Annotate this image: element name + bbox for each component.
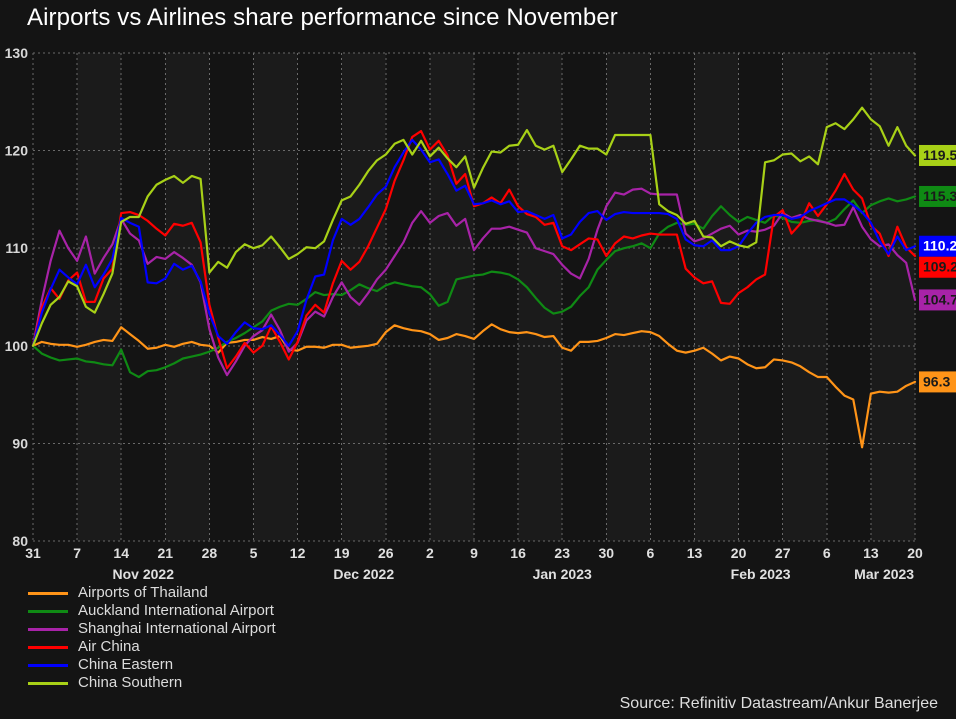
x-axis-tick-label: 2 <box>426 545 434 561</box>
data-series-group <box>31 106 917 449</box>
x-axis-tick-label: 21 <box>158 545 174 561</box>
series-line-shanghai-international-airport <box>31 187 917 377</box>
legend-label: Shanghai International Airport <box>78 620 276 637</box>
x-axis-tick-label: 26 <box>378 545 394 561</box>
alternating-bands <box>77 53 915 541</box>
end-value-label-auckland-international-airport: 115.3 <box>919 185 956 207</box>
end-value-text: 119.5 <box>923 147 956 163</box>
vertical-gridlines <box>32 53 916 541</box>
x-axis-month-label: Jan 2023 <box>533 566 592 580</box>
legend-label: Auckland International Airport <box>78 602 274 619</box>
end-value-badge <box>919 185 956 207</box>
x-axis-month-label: Feb 2023 <box>731 566 791 580</box>
series-line-china-eastern <box>31 138 917 347</box>
x-axis-tick-label: 19 <box>334 545 350 561</box>
x-axis-tick-label: 13 <box>687 545 703 561</box>
x-axis-tick-label: 9 <box>470 545 478 561</box>
page-title: Airports vs Airlines share performance s… <box>27 4 618 31</box>
x-axis-tick-label: 31 <box>25 545 41 561</box>
legend-item: Shanghai International Airport <box>28 620 276 638</box>
y-axis-tick-label: 90 <box>12 435 28 451</box>
end-value-text: 96.3 <box>923 373 950 389</box>
series-line-air-china <box>31 129 917 370</box>
source-attribution: Source: Refinitiv Datastream/Ankur Baner… <box>619 695 938 712</box>
end-value-text: 115.3 <box>923 188 956 204</box>
chart-band <box>870 53 915 541</box>
series-line-airports-of-thailand <box>31 323 917 449</box>
legend-swatch-china-eastern <box>28 663 68 667</box>
end-value-badge <box>919 235 956 257</box>
chart-band <box>429 53 474 541</box>
x-axis-tick-label: 14 <box>113 545 129 561</box>
y-axis-tick-label: 130 <box>5 45 29 61</box>
end-value-text: 104.7 <box>923 291 956 307</box>
x-axis-tick-label: 6 <box>647 545 655 561</box>
chart-band <box>165 53 210 541</box>
x-axis-tick-label: 30 <box>599 545 615 561</box>
y-axis-tick-label: 80 <box>12 533 28 549</box>
legend-swatch-airports-of-thailand <box>28 591 68 595</box>
y-axis-labels: 80 90 100 110 120 130 <box>5 45 29 549</box>
x-axis-month-label: Nov 2022 <box>113 566 175 580</box>
legend-swatch-shanghai-international-airport <box>28 627 68 631</box>
end-value-badge <box>919 256 956 278</box>
end-value-badge <box>919 371 956 393</box>
x-axis-tick-label: 28 <box>202 545 218 561</box>
end-value-label-china-southern: 119.5 <box>919 144 956 166</box>
x-axis-tick-label: 12 <box>290 545 306 561</box>
series-line-china-southern <box>31 106 917 347</box>
chart-legend: Airports of Thailand Auckland Internatio… <box>28 584 276 692</box>
legend-label: Air China <box>78 638 140 655</box>
legend-item: Air China <box>28 638 276 656</box>
x-axis-month-label: Dec 2022 <box>333 566 394 580</box>
chart-band <box>341 53 386 541</box>
x-axis-tick-label: 16 <box>510 545 526 561</box>
x-axis-tick-label: 20 <box>731 545 747 561</box>
x-axis-tick-label: 5 <box>250 545 258 561</box>
y-axis-tick-label: 120 <box>5 143 29 159</box>
legend-label: China Southern <box>78 674 183 691</box>
legend-swatch-auckland-international-airport <box>28 609 68 613</box>
x-axis-tick-label: 7 <box>73 545 81 561</box>
legend-label: China Eastern <box>78 656 174 673</box>
end-value-label-airports-of-thailand: 96.3 <box>919 371 956 393</box>
x-axis-month-labels: Nov 2022 Dec 2022 Jan 2023 Feb 2023 Mar 2023 <box>113 566 915 580</box>
chart-band <box>606 53 651 541</box>
end-value-text: 109.2 <box>923 259 956 275</box>
x-axis-tick-label: 6 <box>823 545 831 561</box>
series-line-auckland-international-airport <box>31 195 917 379</box>
x-axis-month-label: Mar 2023 <box>854 566 914 580</box>
chart-band <box>694 53 739 541</box>
legend-swatch-air-china <box>28 645 68 649</box>
end-value-badge <box>919 144 956 166</box>
y-axis-tick-label: 110 <box>5 240 28 256</box>
legend-item: Auckland International Airport <box>28 602 276 620</box>
legend-item: China Eastern <box>28 656 276 674</box>
x-axis-tick-label: 20 <box>907 545 923 561</box>
legend-item: Airports of Thailand <box>28 584 276 602</box>
x-axis-tick-label: 23 <box>554 545 570 561</box>
end-value-text: 110.2 <box>923 238 956 254</box>
end-value-label-air-china: 109.2 <box>919 256 956 278</box>
chart-band <box>253 53 298 541</box>
x-axis-labels: 31 7 14 21 28 5 12 19 26 2 9 16 23 30 6 13 20 27 6 13 20 <box>25 545 923 561</box>
end-value-label-china-eastern: 110.2 <box>919 235 956 257</box>
end-value-labels: 119.5 115.3 110.2 109.2 104.7 96.3 <box>919 144 956 393</box>
chart-band <box>782 53 827 541</box>
end-value-label-shanghai-international-airport: 104.7 <box>919 289 956 311</box>
chart-band <box>518 53 563 541</box>
y-axis-tick-label: 100 <box>5 338 29 354</box>
legend-label: Airports of Thailand <box>78 584 208 601</box>
end-value-badge <box>919 289 956 311</box>
legend-swatch-china-southern <box>28 681 68 685</box>
x-axis-tick-label: 27 <box>775 545 791 561</box>
x-axis-tick-label: 13 <box>863 545 879 561</box>
legend-item: China Southern <box>28 674 276 692</box>
